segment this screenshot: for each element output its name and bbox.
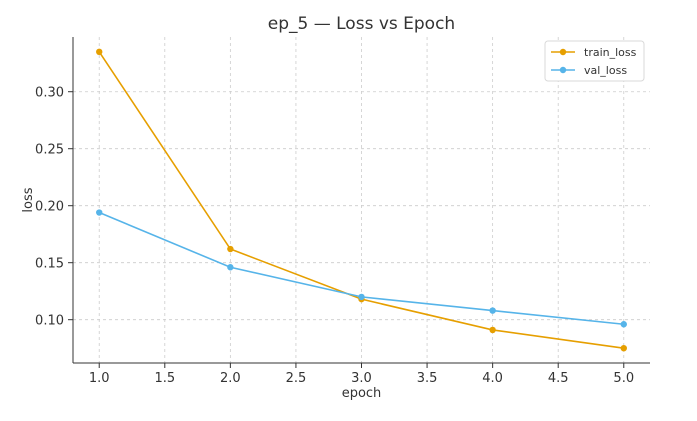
legend-swatch-marker [559, 66, 567, 74]
y-ticks: 0.10 0.15 0.20 0.25 0.30 [35, 86, 73, 329]
val_loss-point [358, 293, 365, 301]
x-tick-label: 5.0 [613, 371, 634, 386]
val_loss-point [620, 321, 627, 328]
legend-label: train_loss [584, 46, 637, 59]
val_loss-point [489, 307, 496, 314]
y-tick-label: 0.25 [35, 143, 64, 158]
x-tick-label: 3.5 [417, 371, 438, 386]
x-tick-label: 4.0 [482, 371, 503, 386]
grid [73, 37, 650, 363]
train_loss-point [96, 48, 103, 56]
train_loss-point [227, 245, 234, 253]
legend-swatch-marker [559, 48, 567, 56]
y-axis-label: loss [21, 187, 36, 212]
legend-box [544, 40, 645, 82]
chart-title: ep_5 — Loss vs Epoch [268, 14, 455, 34]
val_loss-point [96, 209, 103, 216]
legend-label: val_loss [584, 64, 627, 77]
y-tick-label: 0.10 [35, 314, 64, 329]
x-tick-label: 2.0 [220, 371, 241, 386]
x-tick-label: 1.0 [89, 371, 110, 386]
series [96, 48, 627, 352]
x-tick-label: 4.5 [548, 371, 569, 386]
x-tick-label: 2.5 [286, 371, 307, 386]
val_loss-point [227, 264, 234, 271]
x-tick-label: 1.5 [154, 371, 175, 386]
y-tick-label: 0.30 [35, 86, 64, 101]
x-axis-label: epoch [342, 386, 382, 401]
train_loss-point [620, 344, 627, 352]
x-ticks: 1.0 1.5 2.0 2.5 3.0 3.5 4.0 4.5 5.0 [89, 363, 634, 386]
y-tick-label: 0.15 [35, 257, 64, 272]
legend: train_loss val_loss [544, 40, 645, 82]
x-tick-label: 3.0 [351, 371, 372, 386]
y-tick-label: 0.20 [35, 200, 64, 215]
train_loss-point [489, 326, 496, 334]
